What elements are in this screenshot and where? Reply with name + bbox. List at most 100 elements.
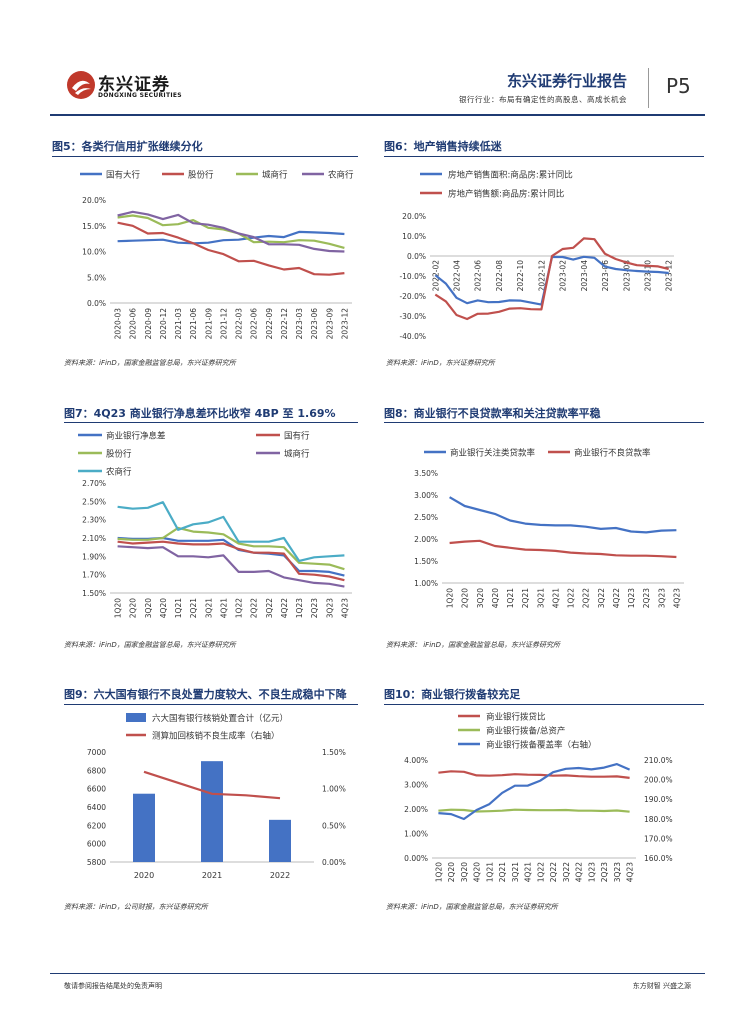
c5-xtick: 2023-06 <box>310 308 319 340</box>
c9-rate-line <box>143 770 281 800</box>
company-logo: 东兴证券 DONGXING SECURITIES <box>66 70 186 106</box>
c5-legend-label: 农商行 <box>328 170 354 181</box>
c8-xtick: 1Q22 <box>567 588 576 608</box>
c6-ytick: -20.0% <box>399 292 426 301</box>
c7-legend-label: 农商行 <box>106 467 132 478</box>
c9-ytick: 6200 <box>87 821 106 830</box>
c6-xtick: 2022-12 <box>537 260 546 292</box>
chart8-source: 资料来源： iFinD，国家金融监管总局，东兴证券研究所 <box>386 641 560 649</box>
logo-cn: 东兴证券 <box>98 75 170 95</box>
chart6-title: 图6：地产销售持续低迷 <box>384 140 502 153</box>
c5-legend-label: 城商行 <box>262 170 288 181</box>
c10-xtick: 1Q22 <box>536 862 545 882</box>
c8-legend-label: 商业银行关注类贷款率 <box>450 448 536 459</box>
c7-series-1 <box>117 540 345 582</box>
c5-xtick: 2021-03 <box>174 308 183 340</box>
c5-ytick: 15.0% <box>82 222 106 231</box>
c5-xtick: 2022-03 <box>235 308 244 340</box>
c6-ytick: 0.0% <box>407 252 426 261</box>
c10-xtick: 3Q20 <box>460 862 469 882</box>
c6-xtick: 2023-10 <box>643 260 652 292</box>
c8-xtick: 4Q21 <box>551 588 560 608</box>
chart10: 4.00% 3.00% 2.00% 1.00% 0.00% 210.0% 200.0% 190… <box>404 712 673 883</box>
footer-rule <box>50 973 705 974</box>
chart7: 2.70% 2.50% 2.30% 2.10% 1.90% 1.70% 1.50% 1Q20 2… <box>78 431 352 618</box>
footer-slogan: 东方财智 兴盛之源 <box>632 982 691 990</box>
c8-xtick: 3Q23 <box>657 588 666 608</box>
c5-xtick: 2020-12 <box>159 308 168 340</box>
header-rule <box>50 114 705 116</box>
c6-ytick: -30.0% <box>399 312 426 321</box>
c9-ytick: 6400 <box>87 803 106 812</box>
c7-series-3 <box>117 545 345 588</box>
c6-ytick: -40.0% <box>399 332 426 341</box>
c8-xtick: 1Q20 <box>446 588 455 608</box>
c10-xtick: 1Q20 <box>434 862 443 882</box>
c9-y2tick: 1.00% <box>322 785 346 794</box>
c7-xtick: 3Q20 <box>144 598 153 618</box>
c7-legend-label: 商业银行净息差 <box>106 431 166 442</box>
c9-xtick: 2021 <box>202 871 222 880</box>
chart8-title-rule <box>384 422 704 423</box>
c7-ytick: 1.90% <box>82 552 106 561</box>
c8-ytick: 1.00% <box>414 579 438 588</box>
c10-xtick: 4Q22 <box>575 862 584 882</box>
c5-series-0 <box>117 230 345 245</box>
c9-bar <box>133 793 155 862</box>
c5-xtick: 2022-12 <box>280 308 289 340</box>
chart9: 7000 6800 6600 6400 6200 6000 5800 1.50% 1.00% 0.… <box>87 713 346 880</box>
c7-ytick: 2.70% <box>82 479 106 488</box>
c10-ytick: 2.00% <box>404 805 428 814</box>
c7-legend-label: 城商行 <box>284 449 310 460</box>
header-divider <box>648 68 649 108</box>
c6-ytick: -10.0% <box>399 272 426 281</box>
c10-xtick: 2Q22 <box>549 862 558 882</box>
c10-ytick: 4.00% <box>404 756 428 765</box>
c8-xtick: 2Q20 <box>461 588 470 608</box>
footer-disclaimer: 敬请参阅报告结尾处的免责声明 <box>64 982 162 990</box>
c10-ytick: 0.00% <box>404 854 428 863</box>
c5-xtick: 2022-09 <box>265 308 274 340</box>
c6-xtick: 2022-08 <box>495 260 504 292</box>
c6-ytick: 10.0% <box>402 232 426 241</box>
c6-xtick: 2023-06 <box>601 260 610 292</box>
c7-series-0 <box>117 536 345 577</box>
c10-legend-label: 商业银行拨备覆盖率（右轴） <box>486 740 597 751</box>
c9-ytick: 6600 <box>87 785 106 794</box>
c8-series-0 <box>449 496 677 534</box>
c10-ytick: 3.00% <box>404 781 428 790</box>
chart8: 3.50% 3.00% 2.50% 2.00% 1.50% 1.00% 1Q20 2Q20 3Q… <box>414 448 684 608</box>
c8-xtick: 4Q23 <box>672 588 681 608</box>
c7-legend-label: 股份行 <box>106 449 132 460</box>
c6-xtick: 2023-12 <box>665 260 674 292</box>
logo-mark-icon <box>67 71 95 99</box>
c10-series-0 <box>438 770 630 779</box>
c7-xtick: 2Q21 <box>189 598 198 618</box>
chart5-source: 资料来源：iFinD，国家金融监管总局，东兴证券研究所 <box>64 359 236 367</box>
c5-xtick: 2020-06 <box>129 308 138 340</box>
c7-xtick: 3Q22 <box>265 598 274 618</box>
c6-xtick: 2022-04 <box>453 260 462 292</box>
c5-legend-label: 国有大行 <box>106 170 141 181</box>
c9-bar <box>269 819 291 862</box>
c10-y2tick: 180.0% <box>644 815 673 824</box>
c9-legend-label: 测算加回核销不良生成率（右轴） <box>152 731 280 742</box>
c6-series-1 <box>434 237 669 321</box>
c5-xtick: 2023-09 <box>325 308 334 340</box>
c5-series-1 <box>117 221 345 276</box>
c5-xtick: 2023-12 <box>340 308 349 340</box>
c6-xtick: 2022-06 <box>474 260 483 292</box>
c8-xtick: 1Q23 <box>627 588 636 608</box>
chart6: 20.0% 10.0% 0.0% -10.0% -20.0% -30.0% -40.0% 20… <box>399 170 674 341</box>
c10-xtick: 1Q21 <box>485 862 494 882</box>
c6-xtick: 2023-08 <box>622 260 631 292</box>
chart9-title: 图9：六大国有银行不良处置力度较大、不良生成稳中下降 <box>64 688 347 701</box>
c5-xtick: 2020-09 <box>144 308 153 340</box>
c6-xtick: 2022-10 <box>516 260 525 292</box>
page-number: P5 <box>666 74 691 98</box>
c9-ytick: 6000 <box>87 840 106 849</box>
c7-xtick: 2Q22 <box>250 598 259 618</box>
c9-xtick: 2022 <box>270 871 290 880</box>
c7-xtick: 1Q22 <box>235 598 244 618</box>
c8-xtick: 3Q21 <box>536 588 545 608</box>
